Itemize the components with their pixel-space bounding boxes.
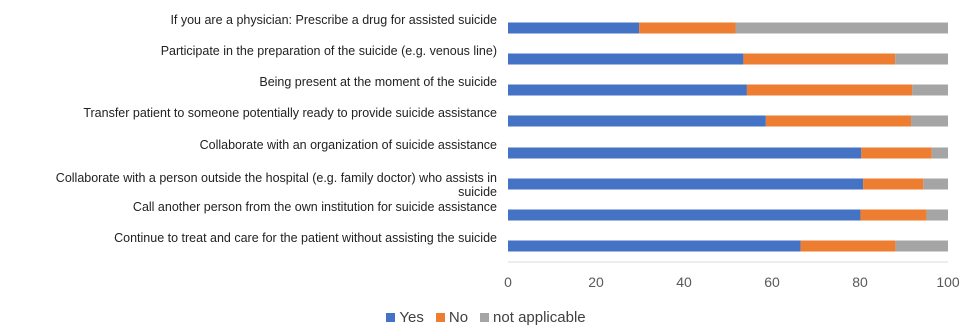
bar-no-3 <box>765 115 912 127</box>
category-label-3: Transfer patient to someone potentially … <box>83 106 497 120</box>
category-label-1: Participate in the preparation of the su… <box>161 44 497 58</box>
category-label-0: If you are a physician: Prescribe a drug… <box>170 13 497 27</box>
category-label-7: Continue to treat and care for the patie… <box>114 231 497 245</box>
bar-yes-0 <box>508 22 640 34</box>
legend-item-not-applicable: not applicable <box>480 309 586 326</box>
legend-label-no: No <box>448 308 469 326</box>
bar-yes-5 <box>508 178 864 190</box>
x-tick-label-0: 0 <box>504 274 512 290</box>
bar-yes-4 <box>508 147 862 159</box>
bar-not-applicable-2 <box>912 84 948 96</box>
bar-no-7 <box>800 240 896 252</box>
bar-not-applicable-5 <box>923 178 948 190</box>
bar-not-applicable-7 <box>895 240 948 252</box>
bar-yes-2 <box>508 84 747 96</box>
bar-not-applicable-6 <box>926 209 948 221</box>
x-tick-label-5: 100 <box>936 274 960 290</box>
bar-not-applicable-3 <box>911 115 948 127</box>
category-label-5: Collaborate with a person outside the ho… <box>56 171 497 199</box>
bar-no-0 <box>639 22 736 34</box>
legend-item-yes: Yes <box>386 308 424 326</box>
legend-swatch-no <box>435 312 445 322</box>
bar-no-6 <box>860 209 927 221</box>
legend: Yes No not applicable <box>0 307 972 327</box>
bars-group <box>508 22 948 252</box>
x-tick-label-4: 80 <box>852 274 868 290</box>
legend-label-not-applicable: not applicable <box>493 308 586 326</box>
category-labels: If you are a physician: Prescribe a drug… <box>56 13 497 245</box>
bar-no-2 <box>746 84 913 96</box>
bar-not-applicable-4 <box>931 147 948 159</box>
bar-yes-3 <box>508 115 766 127</box>
category-label-2: Being present at the moment of the suici… <box>259 75 497 89</box>
bar-no-5 <box>863 178 924 190</box>
bar-yes-1 <box>508 53 744 65</box>
x-tick-label-3: 60 <box>764 274 780 290</box>
legend-swatch-yes <box>386 312 396 322</box>
legend-item-no: No <box>435 308 469 326</box>
legend-swatch-not-applicable <box>480 312 490 322</box>
bar-yes-7 <box>508 240 801 252</box>
x-axis-ticks: 0 20 40 60 80 100 <box>504 274 960 290</box>
category-label-4: Collaborate with an organization of suic… <box>200 138 497 152</box>
bar-no-1 <box>743 53 896 65</box>
bar-yes-6 <box>508 209 861 221</box>
bar-not-applicable-0 <box>735 22 948 34</box>
x-tick-label-1: 20 <box>588 274 604 290</box>
x-tick-label-2: 40 <box>676 274 692 290</box>
bar-no-4 <box>861 147 932 159</box>
category-label-6: Call another person from the own institu… <box>133 200 497 214</box>
legend-label-yes: Yes <box>399 308 424 326</box>
bar-not-applicable-1 <box>895 53 948 65</box>
